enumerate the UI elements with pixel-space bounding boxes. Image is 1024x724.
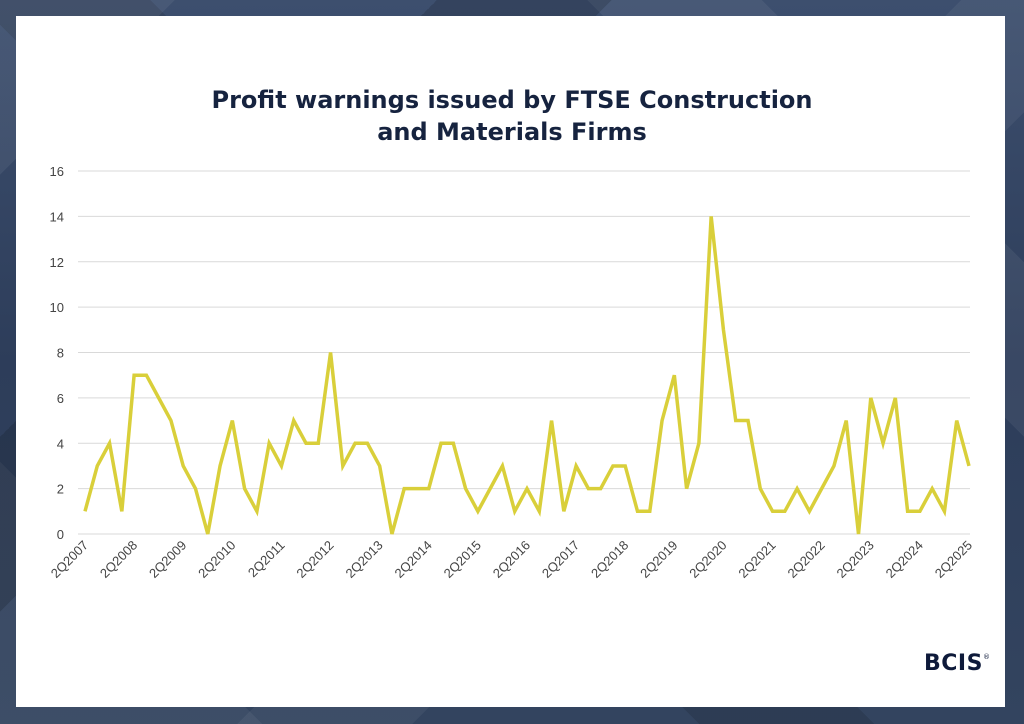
chart-title: Profit warnings issued by FTSE Construct…	[0, 84, 1024, 148]
logo-text: BCIS	[924, 651, 983, 676]
x-tick-label: 2Q2023	[834, 538, 877, 581]
y-tick-label: 16	[50, 164, 64, 179]
x-tick-label: 2Q2018	[588, 538, 631, 581]
y-tick-label: 4	[57, 436, 64, 451]
y-tick-label: 0	[57, 527, 64, 542]
chart-title-line-1: Profit warnings issued by FTSE Construct…	[211, 86, 813, 114]
y-tick-label: 2	[57, 482, 64, 497]
x-tick-label: 2Q2020	[686, 538, 729, 581]
x-tick-label: 2Q2008	[97, 538, 140, 581]
x-tick-label: 2Q2009	[146, 538, 189, 581]
x-tick-label: 2Q2025	[932, 538, 975, 581]
bcis-logo: BCIS®	[924, 651, 990, 676]
x-tick-label: 2Q2014	[392, 538, 435, 581]
x-tick-label: 2Q2019	[637, 538, 680, 581]
x-tick-label: 2Q2017	[539, 538, 582, 581]
x-tick-label: 2Q2011	[245, 538, 288, 581]
y-tick-label: 8	[57, 346, 64, 361]
x-tick-label: 2Q2012	[293, 538, 336, 581]
y-tick-label: 6	[57, 391, 64, 406]
x-tick-label: 2Q2024	[883, 538, 926, 581]
chart-title-line-2: and Materials Firms	[377, 118, 647, 146]
x-tick-label: 2Q2022	[784, 538, 827, 581]
chart-card	[16, 16, 1005, 707]
y-tick-label: 14	[50, 209, 64, 224]
y-tick-label: 10	[50, 300, 64, 315]
x-tick-label: 2Q2013	[342, 538, 385, 581]
y-tick-label: 12	[50, 255, 64, 270]
x-tick-label: 2Q2010	[195, 538, 238, 581]
x-tick-label: 2Q2016	[490, 538, 533, 581]
series-line-profit-warnings	[83, 216, 971, 535]
x-tick-label: 2Q2015	[441, 538, 484, 581]
x-tick-label: 2Q2021	[735, 538, 778, 581]
registered-mark: ®	[982, 653, 991, 661]
x-tick-label: 2Q2007	[48, 538, 91, 581]
